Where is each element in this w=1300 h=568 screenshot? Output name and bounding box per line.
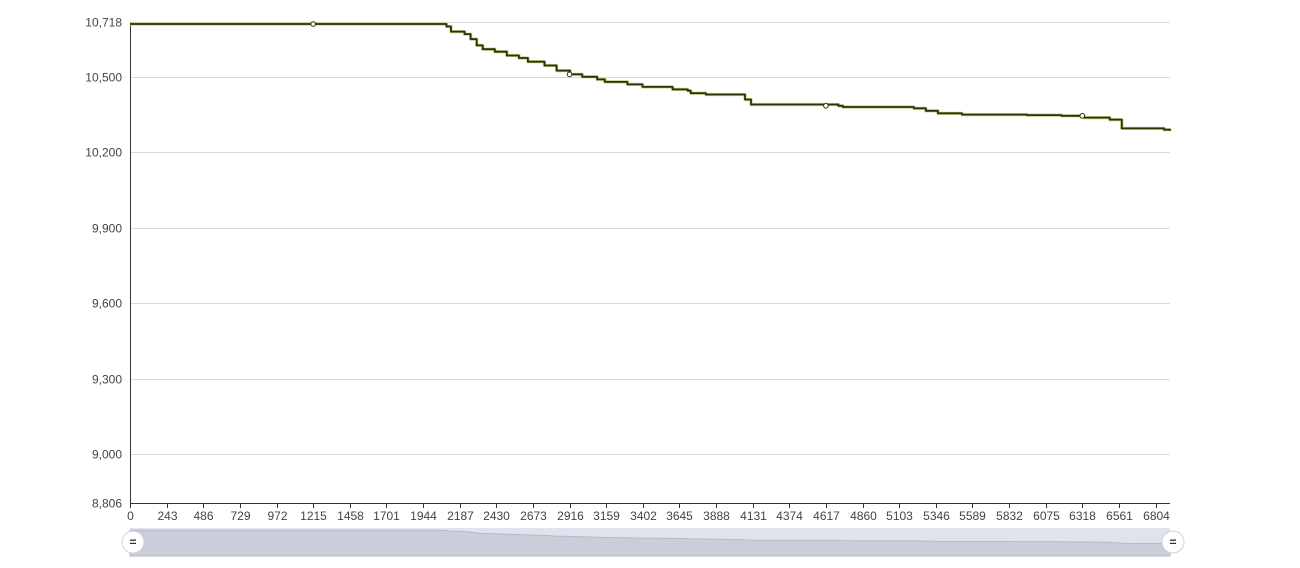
x-tick-label: 5832 [996, 509, 1023, 523]
x-tick-label: 243 [157, 509, 177, 523]
y-tick-label: 10,200 [85, 146, 122, 160]
y-tick-label: 9,000 [92, 448, 122, 462]
x-tick-label: 6318 [1069, 509, 1096, 523]
x-tick-label: 972 [267, 509, 287, 523]
navigator-handle-left[interactable]: = [121, 530, 145, 554]
y-tick-label: 9,600 [92, 297, 122, 311]
x-tick-label: 4617 [813, 509, 840, 523]
handle-circle[interactable] [1161, 530, 1185, 554]
x-tick-label: 5103 [886, 509, 913, 523]
range-navigator[interactable]: = = [121, 528, 1185, 557]
grid-layer [130, 22, 1170, 455]
x-tick-label: 2916 [557, 509, 584, 523]
y-tick-label: 8,806 [92, 497, 122, 511]
handle-circle[interactable] [121, 530, 145, 554]
x-tick-label: 1215 [300, 509, 327, 523]
x-tick-label: 3402 [630, 509, 657, 523]
x-tick-label: 729 [230, 509, 250, 523]
x-tick-label: 6804 [1143, 509, 1170, 523]
x-tick-label: 6561 [1106, 509, 1133, 523]
y-tick-label: 9,300 [92, 373, 122, 387]
y-tick-label: 10,500 [85, 71, 122, 85]
x-tick-label: 3159 [593, 509, 620, 523]
x-tick-label: 3645 [666, 509, 693, 523]
x-tick-label: 6075 [1033, 509, 1060, 523]
y-axis-labels: 10,718 10,500 10,200 9,900 9,600 9,300 9,000 8,… [85, 16, 122, 511]
data-point-marker[interactable] [1079, 113, 1086, 119]
series-layer [130, 21, 1172, 132]
x-tick-label: 1944 [410, 509, 437, 523]
x-tick-label: 2673 [520, 509, 547, 523]
data-point-marker[interactable] [566, 71, 573, 78]
handle-grip-icon: = [1169, 535, 1176, 549]
navigator-series-area [129, 529, 1171, 557]
x-tick-label: 1701 [373, 509, 400, 523]
axes [130, 22, 1170, 508]
x-tick-label: 1458 [337, 509, 364, 523]
data-point-marker[interactable] [823, 102, 829, 109]
x-tick-label: 486 [193, 509, 213, 523]
y-tick-label: 10,718 [85, 16, 122, 30]
x-tick-label: 4374 [776, 509, 803, 523]
x-tick-label: 4860 [850, 509, 877, 523]
x-tick-label: 0 [127, 509, 134, 523]
handle-grip-icon: = [129, 535, 136, 549]
x-tick-label: 2430 [483, 509, 510, 523]
x-tick-label: 3888 [703, 509, 730, 523]
x-tick-label: 2187 [447, 509, 474, 523]
x-axis-labels: 0 243 486 729 972 1215 1458 1701 1944 2187 2430 267… [127, 509, 1170, 523]
x-tick-label: 4131 [740, 509, 767, 523]
data-point-marker[interactable] [310, 21, 316, 27]
y-tick-label: 9,900 [92, 222, 122, 236]
navigator-handle-right[interactable]: = [1161, 530, 1185, 554]
x-tick-label: 5346 [923, 509, 950, 523]
x-tick-label: 5589 [959, 509, 986, 523]
series-line[interactable] [130, 23, 1171, 131]
